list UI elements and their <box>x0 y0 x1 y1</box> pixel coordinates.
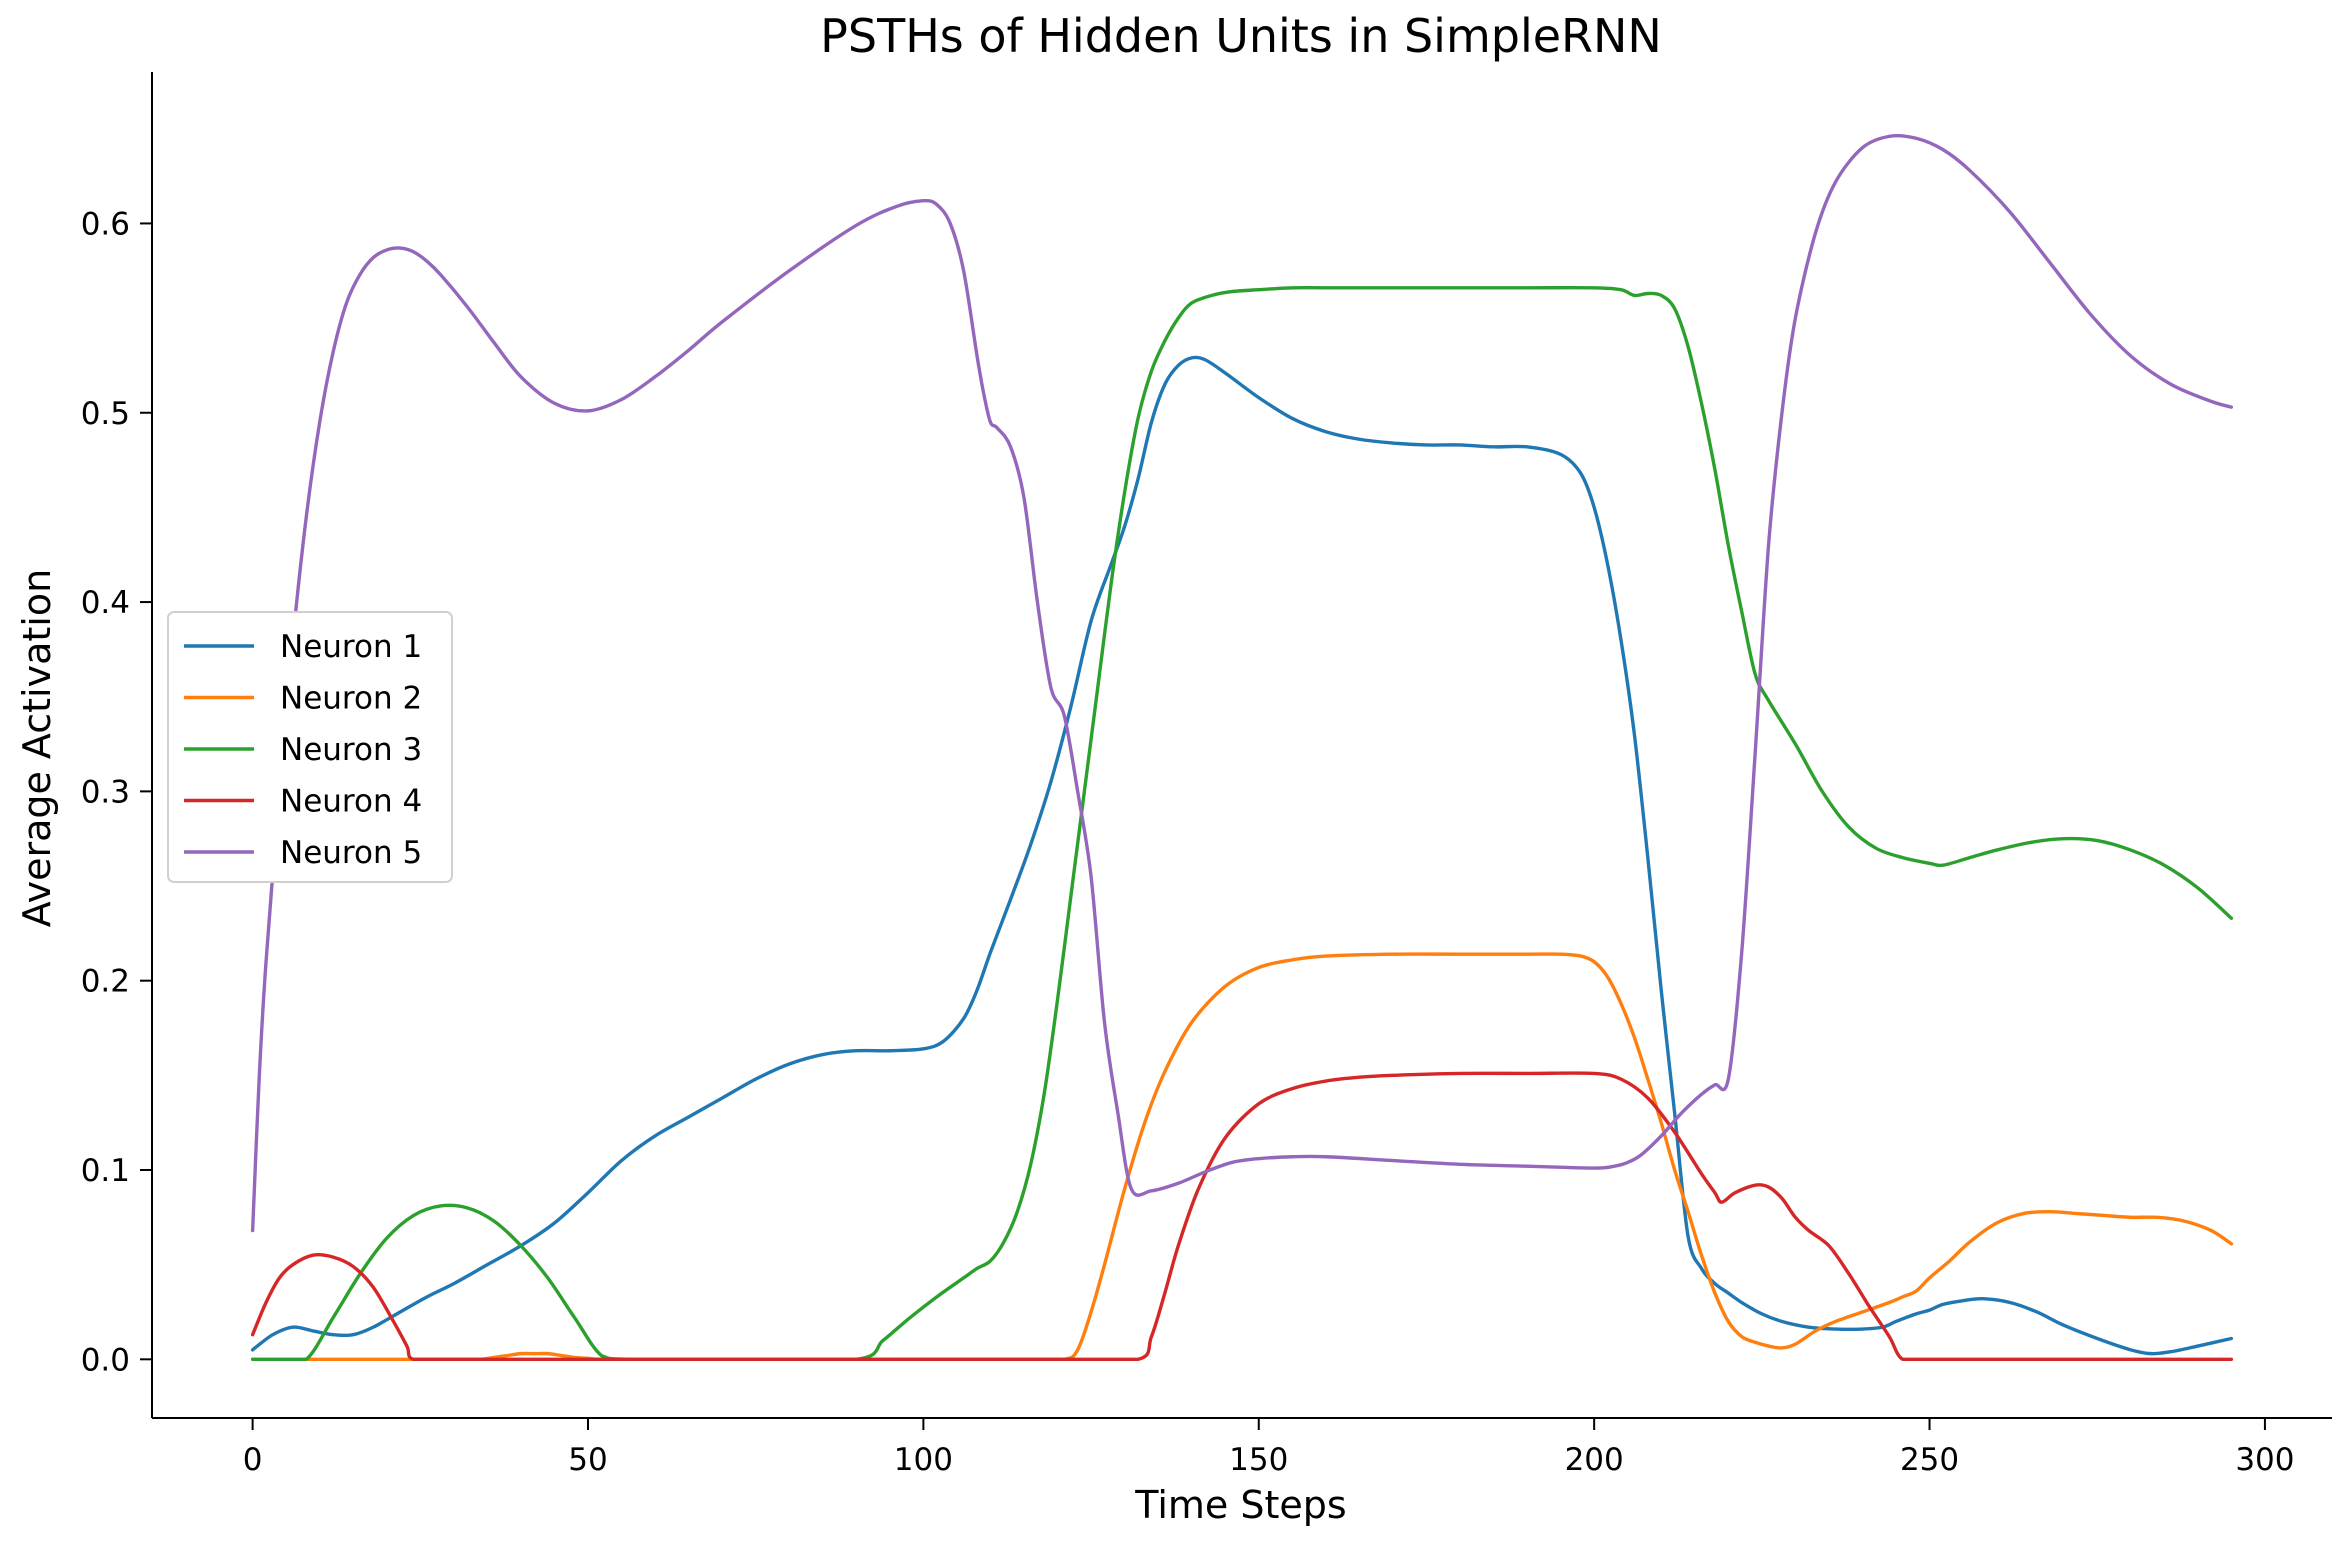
series-lines <box>250 134 2234 1362</box>
y-axis-label: Average Activation <box>15 569 59 927</box>
axes <box>151 72 2332 1419</box>
series-line-neuron-3 <box>250 285 2234 1362</box>
x-axis-ticks: 0 50 100 150 200 250 300 <box>243 1418 2295 1478</box>
legend-label-neuron-3: Neuron 3 <box>280 732 422 768</box>
y-tick-label: 0.5 <box>81 396 130 432</box>
x-tick-label: 50 <box>568 1442 607 1478</box>
x-axis-label: Time Steps <box>1134 1483 1346 1527</box>
y-tick-label: 0.6 <box>81 206 130 242</box>
x-tick-label: 200 <box>1565 1442 1624 1478</box>
y-axis-ticks: 0.0 0.1 0.2 0.3 0.4 0.5 0.6 <box>81 206 152 1378</box>
legend-label-neuron-4: Neuron 4 <box>280 784 422 820</box>
series-line-neuron-5 <box>250 134 2234 1233</box>
x-tick-label: 150 <box>1229 1442 1288 1478</box>
chart-title: PSTHs of Hidden Units in SimpleRNN <box>820 9 1662 63</box>
legend-frame <box>167 611 453 883</box>
series-line-neuron-2 <box>250 952 2234 1362</box>
x-tick-label: 300 <box>2235 1442 2294 1478</box>
x-tick-label: 100 <box>894 1442 953 1478</box>
legend-label-neuron-2: Neuron 2 <box>280 681 422 717</box>
legend-label-neuron-5: Neuron 5 <box>280 835 422 871</box>
series-line-neuron-1 <box>250 355 2234 1356</box>
x-tick-label: 0 <box>243 1442 263 1478</box>
x-tick-label: 250 <box>1900 1442 1959 1478</box>
legend: Neuron 1 Neuron 2 Neuron 3 Neuron 4 Neuron 5 <box>167 611 453 883</box>
y-tick-label: 0.3 <box>81 774 130 810</box>
legend-items: Neuron 1 Neuron 2 Neuron 3 Neuron 4 Neuron 5 <box>184 629 422 871</box>
y-tick-label: 0.2 <box>81 964 130 1000</box>
legend-label-neuron-1: Neuron 1 <box>280 629 422 665</box>
y-tick-label: 0.1 <box>81 1153 130 1189</box>
y-tick-label: 0.0 <box>81 1342 130 1378</box>
series-line-neuron-4 <box>250 1071 2234 1362</box>
y-tick-label: 0.4 <box>81 585 130 621</box>
